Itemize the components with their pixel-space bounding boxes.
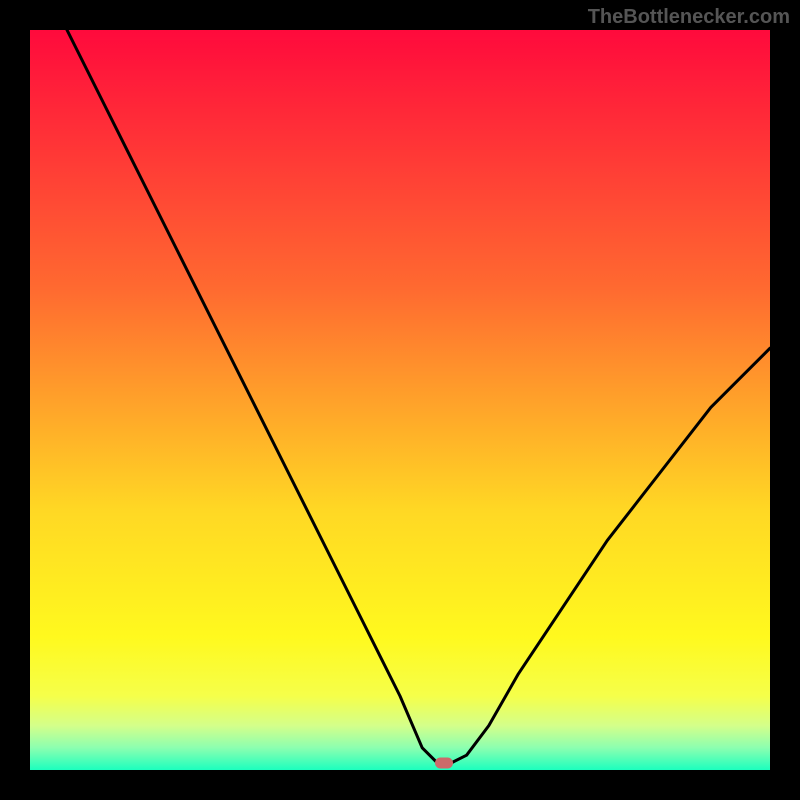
- bottleneck-curve: [30, 30, 770, 770]
- watermark-text: TheBottlenecker.com: [588, 6, 790, 29]
- bottleneck-chart: [30, 30, 770, 770]
- minimum-marker: [435, 757, 453, 768]
